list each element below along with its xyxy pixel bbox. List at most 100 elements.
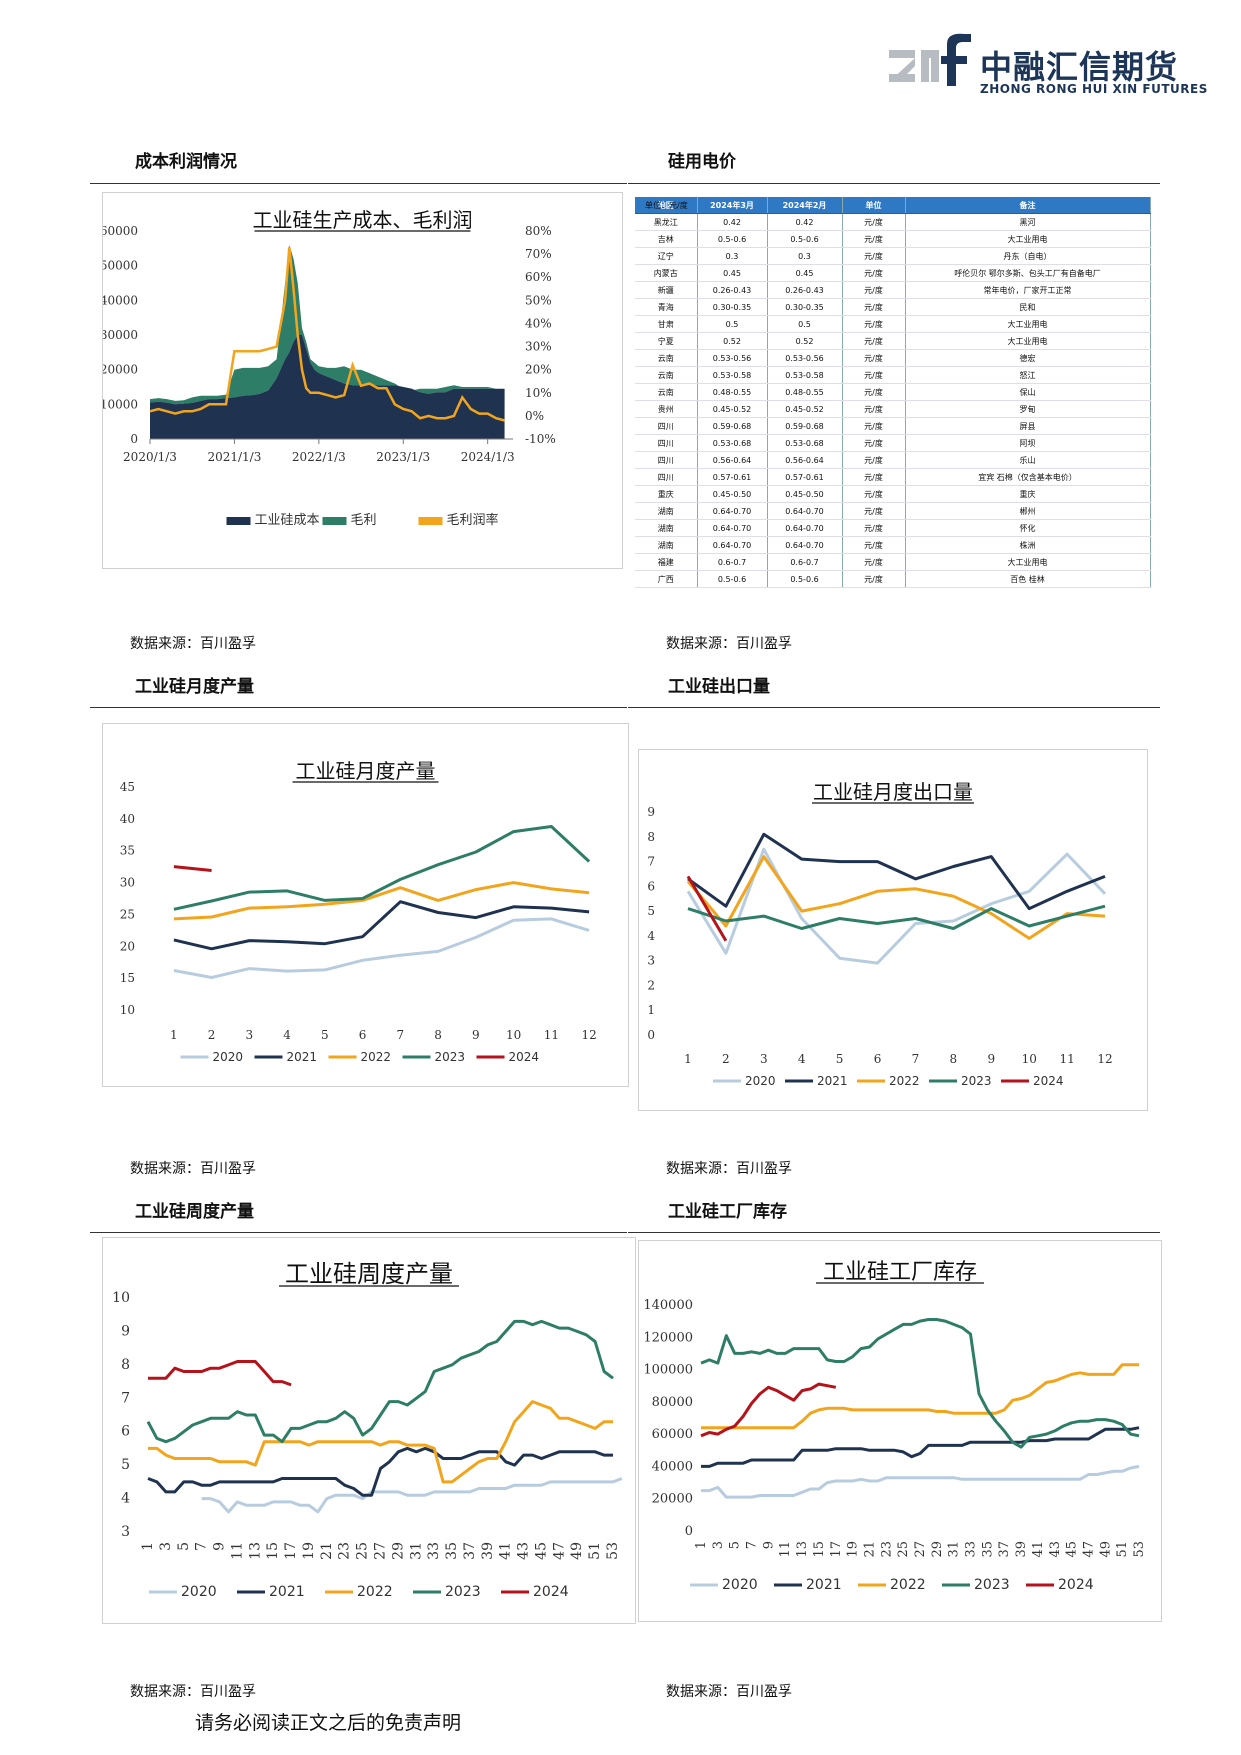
table-cell: 辽宁 bbox=[635, 247, 698, 265]
data-source: 数据来源：百川盈孚 bbox=[666, 1684, 792, 1700]
legend-label: 2022 bbox=[361, 1050, 392, 1064]
legend-swatch bbox=[322, 517, 347, 525]
table-cell: 罗甸 bbox=[905, 400, 1151, 418]
table-row: 湖南 0.64-0.70 0.64-0.70 元/度 怀化 bbox=[635, 519, 1151, 537]
table-row: 四川 0.53-0.68 0.53-0.68 元/度 阿坝 bbox=[635, 434, 1151, 452]
table-cell: 0.45-0.52 bbox=[697, 400, 768, 418]
series-line-2022 bbox=[686, 855, 1106, 940]
divider bbox=[90, 183, 627, 184]
x-tick-label: 7 bbox=[194, 1542, 210, 1551]
table-cell: 0.5 bbox=[767, 315, 843, 333]
table-cell: 湖南 bbox=[635, 502, 698, 520]
table-cell: 元/度 bbox=[842, 400, 906, 418]
x-tick-label: 2023/1/3 bbox=[376, 450, 430, 464]
chart-cost-profit: 工业硅生产成本、毛利润 0 10000 20000 30000 40000 50000 600… bbox=[102, 192, 623, 569]
chart-monthly-output: 工业硅月度产量 10 15 20 25 30 35 40 45 1 2 3 4 5 6 7 8 9 10 11 12 20… bbox=[102, 723, 629, 1087]
table-cell: 元/度 bbox=[842, 349, 906, 367]
y-tick-label: 0 bbox=[130, 432, 138, 446]
y-tick-label: 10 bbox=[112, 1290, 130, 1306]
table-row: 云南 0.53-0.56 0.53-0.56 元/度 德宏 bbox=[635, 349, 1151, 367]
table-row: 辽宁 0.3 0.3 元/度 丹东（自电） bbox=[635, 247, 1151, 265]
data-source: 数据来源：百川盈孚 bbox=[130, 1684, 256, 1700]
series-line-2021 bbox=[701, 1426, 1140, 1468]
series-line-2020 bbox=[701, 1464, 1140, 1499]
x-tick-label: 1 bbox=[170, 1028, 178, 1042]
table-cell: 0.59-0.68 bbox=[697, 417, 768, 435]
legend-label: 工业硅成本 bbox=[255, 513, 320, 528]
table-cell: 0.48-0.55 bbox=[697, 383, 768, 401]
y-tick-label: 10 bbox=[120, 1003, 135, 1017]
table-cell: 0.45-0.52 bbox=[767, 400, 843, 418]
table-cell: 0.59-0.68 bbox=[767, 417, 843, 435]
data-source: 数据来源：百川盈孚 bbox=[130, 1161, 256, 1177]
table-cell: 丹东（自电） bbox=[905, 247, 1151, 265]
series-line-2020 bbox=[686, 847, 1107, 965]
y-tick-label: 35 bbox=[120, 844, 135, 858]
x-tick-label: 41 bbox=[498, 1542, 514, 1560]
x-tick-label: 10 bbox=[1022, 1052, 1037, 1066]
table-cell: 0.45 bbox=[767, 264, 843, 282]
x-tick-label: 51 bbox=[587, 1542, 603, 1560]
table-cell: 大工业用电 bbox=[905, 553, 1151, 571]
section-title-power-price: 硅用电价 bbox=[668, 152, 736, 172]
table-cell: 呼伦贝尔 鄂尔多斯、包头工厂有自备电厂 bbox=[905, 264, 1151, 282]
table-cell: 0.45-0.50 bbox=[697, 485, 768, 503]
table-row: 重庆 0.45-0.50 0.45-0.50 元/度 重庆 bbox=[635, 485, 1151, 503]
table-cell: 0.53-0.58 bbox=[767, 366, 843, 384]
chart-title: 工业硅月度出口量 bbox=[813, 780, 973, 804]
table-cell: 元/度 bbox=[842, 417, 906, 435]
table-cell: 常年电价，厂家开工正常 bbox=[905, 281, 1151, 299]
series-line-2024 bbox=[686, 875, 728, 942]
series-line-2024 bbox=[173, 865, 212, 872]
table-cell: 怀化 bbox=[905, 519, 1151, 537]
table-cell: 民和 bbox=[905, 298, 1151, 316]
y-tick-label: 4 bbox=[121, 1491, 130, 1507]
x-tick-label: 35 bbox=[444, 1542, 460, 1560]
table-row: 贵州 0.45-0.52 0.45-0.52 元/度 罗甸 bbox=[635, 400, 1151, 418]
chart-title: 工业硅周度产量 bbox=[285, 1260, 453, 1288]
x-tick-label: 15 bbox=[812, 1541, 827, 1558]
y-tick-label: 100000 bbox=[643, 1363, 693, 1378]
series-line-2021 bbox=[173, 900, 590, 951]
table-cell: 0.5-0.6 bbox=[767, 570, 843, 588]
x-tick-label: 23 bbox=[879, 1541, 894, 1558]
x-tick-label: 43 bbox=[1048, 1541, 1063, 1558]
table-cell: 四川 bbox=[635, 451, 698, 469]
table-cell: 0.5-0.6 bbox=[697, 570, 768, 588]
table-cell: 元/度 bbox=[842, 502, 906, 520]
y-tick-label: 7 bbox=[647, 855, 655, 869]
series-line-2020 bbox=[201, 1477, 623, 1514]
table-row: 云南 0.48-0.55 0.48-0.55 元/度 保山 bbox=[635, 383, 1151, 401]
legend-label: 2021 bbox=[817, 1074, 848, 1088]
x-tick-label: 5 bbox=[176, 1542, 192, 1551]
legend-label: 毛利 bbox=[351, 513, 377, 528]
table-cell: 郴州 bbox=[905, 502, 1151, 520]
table-cell: 元/度 bbox=[842, 332, 906, 350]
x-tick-label: 5 bbox=[728, 1541, 743, 1549]
x-tick-label: 21 bbox=[862, 1541, 877, 1558]
x-tick-label: 6 bbox=[359, 1028, 367, 1042]
table-cell: 元/度 bbox=[842, 315, 906, 333]
y-tick-label: 45 bbox=[120, 780, 135, 794]
table-cell: 新疆 bbox=[635, 281, 698, 299]
y-tick-label: 4 bbox=[647, 929, 655, 943]
table-cell: 0.3 bbox=[767, 247, 843, 265]
x-tick-label: 19 bbox=[846, 1541, 861, 1558]
y-tick-label: 3 bbox=[647, 954, 655, 968]
legend-label: 2024 bbox=[533, 1584, 569, 1600]
divider bbox=[90, 1232, 627, 1233]
y-tick-label: 50000 bbox=[103, 259, 138, 273]
table-cell: 0.26-0.43 bbox=[697, 281, 768, 299]
legend-label: 2020 bbox=[745, 1074, 776, 1088]
table-cell: 阿坝 bbox=[905, 434, 1151, 452]
cost-area bbox=[150, 335, 505, 439]
series-line-2023 bbox=[146, 1319, 614, 1444]
y-tick-label: 40000 bbox=[652, 1459, 693, 1474]
x-tick-label: 10 bbox=[506, 1028, 521, 1042]
table-header-cell: 2024年2月 bbox=[767, 197, 843, 214]
x-tick-label: 3 bbox=[158, 1542, 174, 1551]
y2-tick-label: 40% bbox=[525, 316, 552, 330]
y-tick-label: 20000 bbox=[652, 1492, 693, 1507]
divider bbox=[628, 1232, 1160, 1233]
chart-svg: 工业硅生产成本、毛利润 0 10000 20000 30000 40000 50000 600… bbox=[103, 208, 556, 528]
